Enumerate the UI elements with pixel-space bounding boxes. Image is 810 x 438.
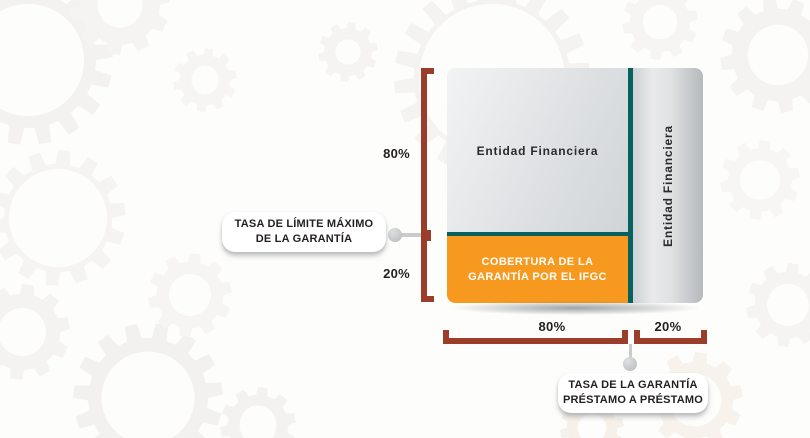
cobertura-garantia-label: COBERTURA DE LA GARANTÍA POR EL IFGC xyxy=(468,255,607,285)
left-bracket-bar xyxy=(421,68,427,302)
box-drop-shadow xyxy=(452,301,698,315)
left-callout-connector-dot xyxy=(388,228,402,242)
bottom-callout-connector-line xyxy=(629,344,632,360)
cobertura-line2: GARANTÍA POR EL IFGC xyxy=(468,270,607,283)
left-bracket-tick-bottom xyxy=(421,296,434,302)
left-callout-connector-line xyxy=(394,233,421,237)
callout-tasa-garantia-line2: PRÉSTAMO A PRÉSTAMO xyxy=(562,394,704,406)
callout-tasa-garantia-prestamo: TASA DE LA GARANTÍA PRÉSTAMO A PRÉSTAMO xyxy=(558,373,708,413)
entidad-financiera-label: Entidad Financiera xyxy=(476,144,599,158)
bottom-callout-connector-dot xyxy=(623,357,637,371)
teal-divider-line xyxy=(628,68,633,303)
callout-tasa-limite-line1: TASA DE LÍMITE MÁXIMO xyxy=(234,218,374,231)
bottom-bracket-20-tick-right xyxy=(701,330,707,344)
cobertura-garantia-area: COBERTURA DE LA GARANTÍA POR EL IFGC xyxy=(447,232,628,303)
left-bracket-tick-middle xyxy=(421,230,431,241)
callout-tasa-limite-line2: DE LA GARANTÍA xyxy=(255,233,353,245)
bottom-bracket-20-bar xyxy=(634,338,707,344)
bottom-bracket-80-bar xyxy=(443,338,628,344)
bottom-axis-80-label: 80% xyxy=(538,319,566,334)
callout-tasa-garantia-line1: TASA DE LA GARANTÍA xyxy=(568,379,698,392)
bottom-bracket-80-tick-right xyxy=(622,330,628,344)
left-axis-80-label: 80% xyxy=(383,146,410,161)
entidad-financiera-vertical-label: Entidad Financiera xyxy=(661,124,675,247)
bottom-axis-20-label: 20% xyxy=(654,319,682,334)
guarantee-diagram-box: Entidad Financiera COBERTURA DE LA GARAN… xyxy=(447,68,703,303)
callout-tasa-limite-maximo: TASA DE LÍMITE MÁXIMO DE LA GARANTÍA xyxy=(222,212,386,252)
cobertura-line1: COBERTURA DE LA xyxy=(481,255,594,268)
left-axis-20-label: 20% xyxy=(383,266,410,281)
bottom-bracket-80-tick-left xyxy=(443,330,449,344)
entidad-financiera-side-column: Entidad Financiera xyxy=(633,68,703,303)
left-bracket-tick-top xyxy=(421,68,434,74)
bottom-bracket-20-tick-left xyxy=(634,330,640,344)
